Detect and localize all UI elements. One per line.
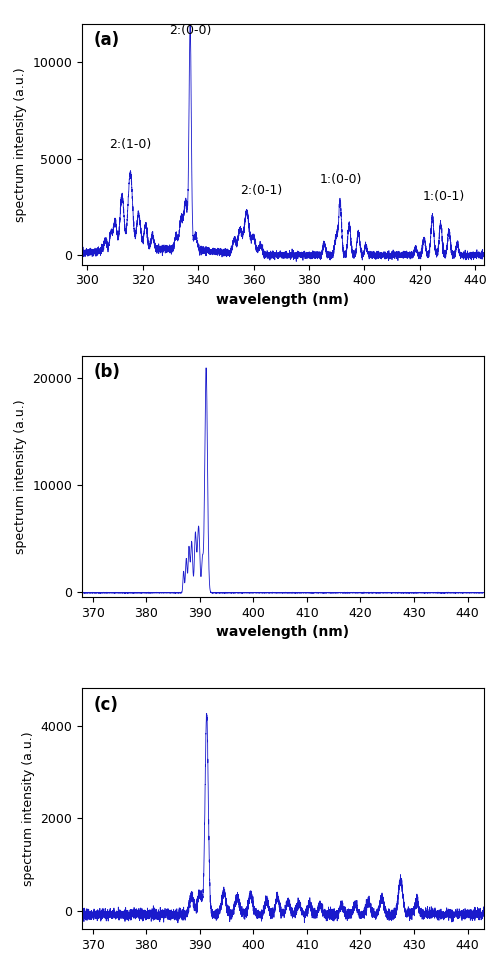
Text: 2:(1-0): 2:(1-0) [110,138,152,151]
Text: 2:(0-0): 2:(0-0) [169,25,211,37]
X-axis label: wavelength (nm): wavelength (nm) [216,293,349,307]
Y-axis label: spectrum intensity (a.u.): spectrum intensity (a.u.) [14,67,27,221]
Y-axis label: spectrum intensity (a.u.): spectrum intensity (a.u.) [22,732,35,886]
Text: (c): (c) [94,696,119,714]
Text: (a): (a) [94,32,120,49]
Text: 1:(0-1): 1:(0-1) [423,190,465,203]
X-axis label: wavelength (nm): wavelength (nm) [216,626,349,639]
Text: 2:(0-1): 2:(0-1) [240,184,282,197]
Text: 1:(0-0): 1:(0-0) [320,172,363,186]
Y-axis label: spectrum intensity (a.u.): spectrum intensity (a.u.) [14,399,27,554]
Text: (b): (b) [94,363,121,381]
